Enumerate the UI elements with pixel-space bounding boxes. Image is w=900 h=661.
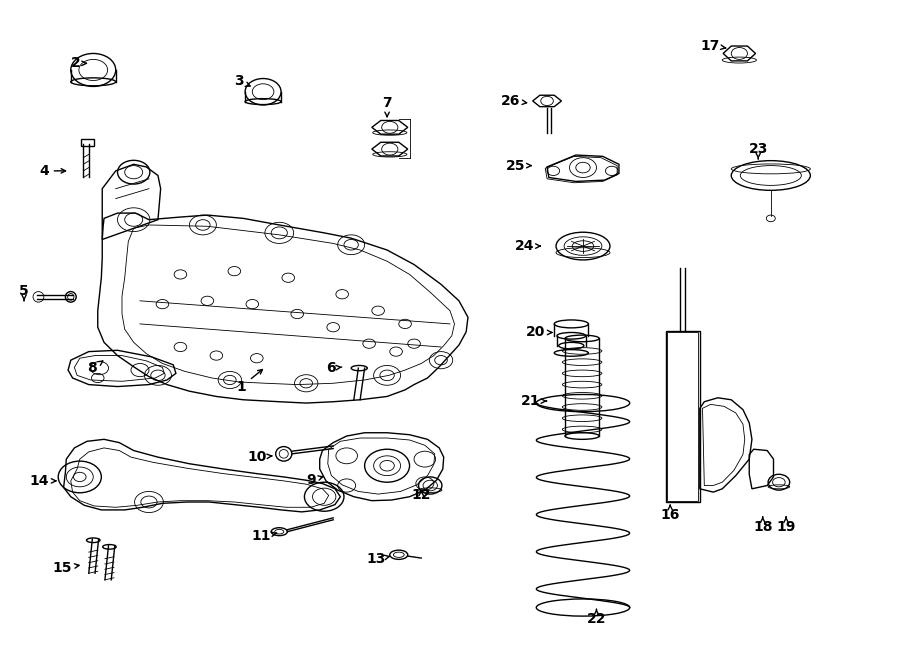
Text: 13: 13	[366, 553, 390, 566]
Text: 2: 2	[70, 56, 86, 70]
Text: 24: 24	[515, 239, 540, 253]
Text: 18: 18	[753, 517, 772, 534]
Text: 15: 15	[52, 561, 79, 575]
Bar	[668, 332, 698, 500]
Text: 14: 14	[30, 474, 56, 488]
Text: 21: 21	[521, 394, 546, 408]
Text: 6: 6	[327, 361, 342, 375]
Text: 20: 20	[526, 325, 552, 340]
Text: 7: 7	[382, 96, 392, 116]
Text: 16: 16	[661, 505, 680, 522]
Text: 9: 9	[306, 473, 323, 487]
Bar	[81, 139, 94, 146]
Text: 5: 5	[19, 284, 29, 301]
Bar	[666, 330, 700, 502]
Text: 12: 12	[411, 488, 431, 502]
Text: 22: 22	[587, 609, 607, 627]
Text: 1: 1	[237, 369, 263, 393]
Text: 11: 11	[251, 529, 276, 543]
Text: 8: 8	[87, 361, 103, 375]
Text: 26: 26	[500, 94, 526, 108]
Text: 23: 23	[749, 142, 768, 159]
Text: 10: 10	[248, 450, 272, 464]
Text: 25: 25	[506, 159, 531, 173]
Text: 3: 3	[234, 74, 250, 88]
Text: 17: 17	[701, 38, 726, 52]
Text: 19: 19	[777, 517, 796, 534]
Text: 4: 4	[39, 164, 66, 178]
